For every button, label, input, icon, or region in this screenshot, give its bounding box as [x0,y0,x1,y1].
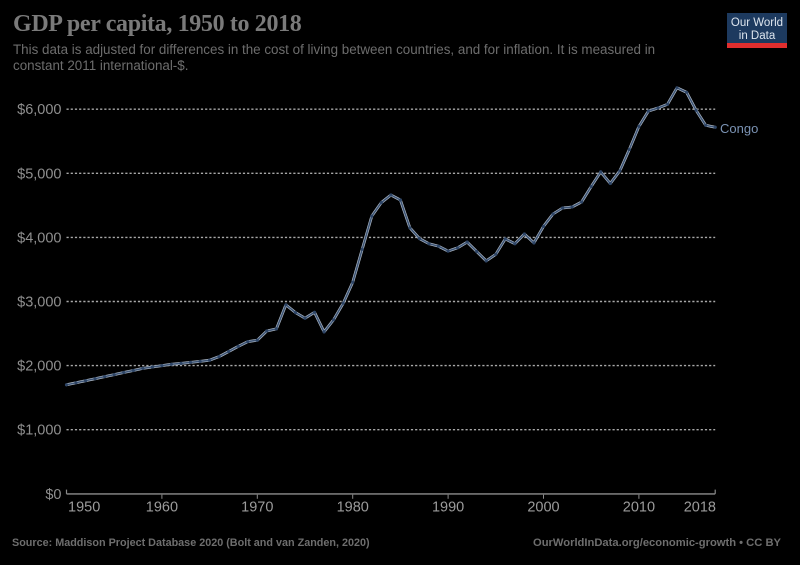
svg-text:$2,000: $2,000 [17,359,61,375]
svg-text:Congo: Congo [720,121,758,136]
svg-text:2010: 2010 [623,500,655,516]
svg-text:$4,000: $4,000 [17,230,61,246]
svg-text:1990: 1990 [432,500,464,516]
svg-text:1970: 1970 [241,500,273,516]
svg-text:$3,000: $3,000 [17,295,61,311]
svg-text:1950: 1950 [68,500,100,516]
svg-text:$5,000: $5,000 [17,166,61,182]
svg-text:$0: $0 [45,487,61,503]
svg-text:1960: 1960 [146,500,178,516]
svg-text:$1,000: $1,000 [17,423,61,439]
svg-text:1980: 1980 [337,500,369,516]
svg-text:$6,000: $6,000 [17,102,61,118]
svg-text:2018: 2018 [684,500,716,516]
svg-text:2000: 2000 [527,500,559,516]
